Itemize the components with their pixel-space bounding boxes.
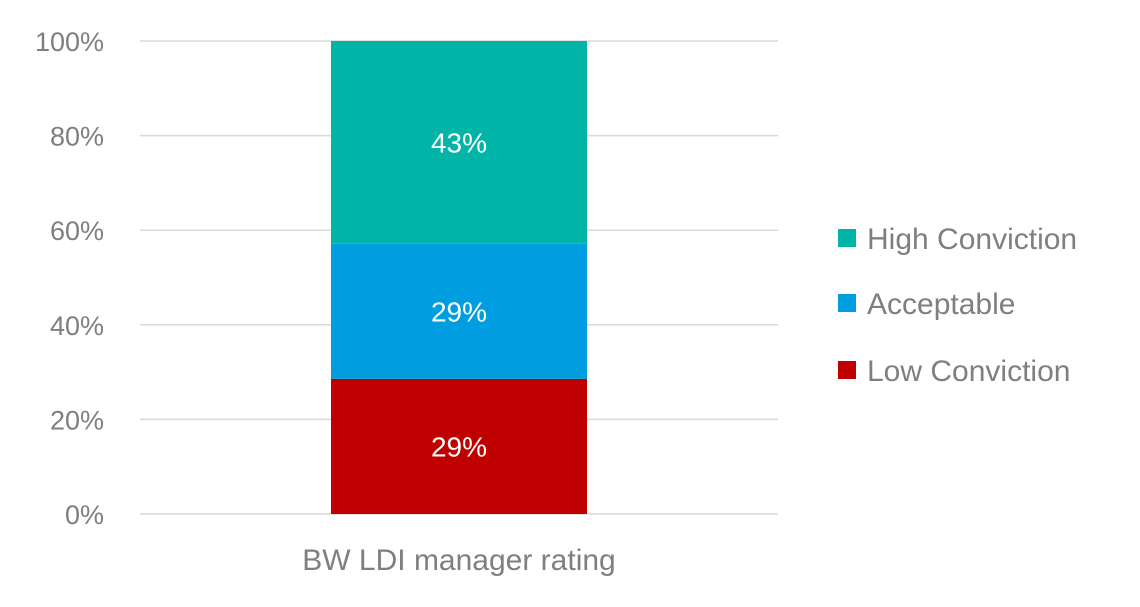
legend-item: Low Conviction	[838, 355, 1070, 388]
data-label: 29%	[431, 296, 487, 327]
legend-swatch	[838, 361, 856, 379]
y-tick-label: 80%	[50, 122, 104, 152]
bar-segment-high-conviction	[331, 41, 587, 244]
legend-swatch	[838, 294, 856, 312]
data-labels: 29% 29% 43%	[431, 127, 487, 462]
bar-segment-low-conviction	[331, 378, 587, 514]
y-tick-label: 20%	[50, 405, 104, 435]
legend-label: Acceptable	[867, 288, 1015, 321]
legend-label: Low Conviction	[867, 355, 1070, 388]
y-tick-label: 100%	[35, 27, 104, 57]
y-axis-tick-labels: 0% 20% 40% 60% 80% 100%	[35, 27, 104, 530]
data-label: 29%	[431, 431, 487, 462]
x-axis-category-labels: BW LDI manager rating	[302, 544, 615, 577]
legend-item: High Conviction	[838, 223, 1077, 256]
legend: High Conviction Acceptable Low Conviction	[838, 223, 1077, 388]
y-tick-label: 0%	[65, 500, 104, 530]
x-category-label: BW LDI manager rating	[302, 544, 615, 577]
bar-segment-acceptable	[331, 243, 587, 379]
legend-swatch	[838, 229, 856, 247]
y-tick-label: 60%	[50, 216, 104, 246]
legend-label: High Conviction	[867, 223, 1077, 256]
bars	[331, 41, 587, 514]
y-tick-label: 40%	[50, 311, 104, 341]
data-label: 43%	[431, 127, 487, 158]
legend-item: Acceptable	[838, 288, 1015, 321]
